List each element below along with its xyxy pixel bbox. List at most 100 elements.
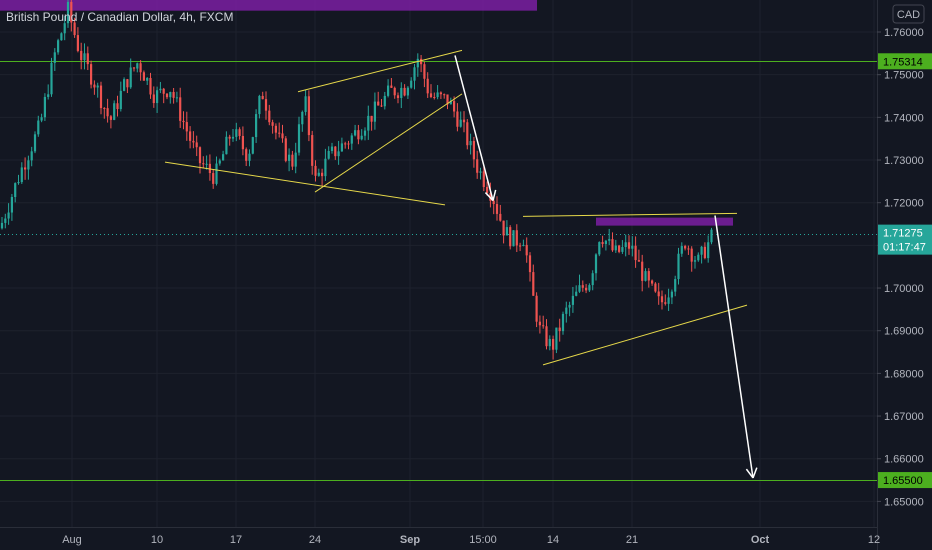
candle [538, 315, 541, 334]
candle [614, 239, 617, 253]
candle [142, 70, 145, 81]
candle-body [228, 136, 231, 139]
candle-body [387, 85, 390, 96]
currency-button[interactable]: CAD [892, 4, 925, 24]
time-axis[interactable]: Aug 10 17 24 Sep 15:00 14 21 Oct 12 [62, 534, 880, 546]
candle [106, 98, 109, 123]
price-tick-label: 1.65000 [884, 496, 924, 508]
candle [317, 168, 320, 177]
candle-body [175, 97, 178, 99]
candle [502, 220, 505, 244]
candle [169, 91, 172, 104]
candle-body [360, 135, 363, 140]
time-tick-label: 12 [868, 534, 880, 546]
candle-body [420, 58, 423, 65]
candle [363, 127, 367, 141]
price-tick-label: 1.75000 [884, 70, 924, 82]
candle [505, 220, 508, 236]
candle [90, 60, 93, 89]
candle-body [27, 160, 30, 170]
candle [697, 252, 700, 262]
candle [462, 111, 466, 133]
candle-body [522, 244, 525, 246]
candle-body [400, 87, 403, 98]
candle-body [486, 187, 489, 194]
candle [268, 104, 271, 126]
candle [344, 141, 347, 149]
candle [47, 84, 50, 100]
candle [515, 224, 518, 253]
candle [301, 110, 304, 132]
price-tick-label: 1.73000 [884, 155, 924, 167]
candle-body [482, 171, 485, 188]
candle [690, 246, 693, 272]
candle [466, 119, 469, 150]
candle [222, 150, 225, 161]
candle-body [146, 77, 149, 81]
candle [149, 72, 152, 99]
candle-body [327, 150, 330, 159]
candle [618, 244, 621, 254]
candle [499, 204, 502, 222]
candle [568, 301, 571, 317]
candle [212, 169, 215, 189]
candle [703, 242, 706, 260]
candle-body [542, 325, 545, 327]
current-price-tag: 1.71275 01:17:47 [878, 224, 932, 255]
candle [17, 174, 20, 185]
candle-body [340, 143, 343, 152]
candle-body [446, 94, 449, 105]
candle-body [466, 122, 469, 146]
candle-body [278, 132, 281, 134]
candle-body [152, 94, 155, 104]
candle-body [30, 151, 33, 161]
candle-body [119, 90, 122, 110]
candle-body [370, 115, 373, 122]
candle-body [667, 297, 670, 304]
candle-body [142, 72, 145, 81]
candle-body [690, 248, 693, 262]
trendline [314, 93, 463, 193]
candle [245, 147, 248, 167]
candle-body [495, 204, 499, 214]
candle-body [47, 94, 50, 97]
price-tags: 1.75314 1.65500 1.71275 01:17:47 [878, 53, 932, 489]
candle [357, 124, 360, 145]
candle-body [429, 93, 433, 98]
candle-body [350, 135, 353, 144]
candle-body [654, 283, 657, 292]
candle-body [17, 182, 20, 184]
candle [396, 92, 400, 104]
candle [667, 288, 670, 311]
candle-body [245, 149, 248, 161]
candle [24, 157, 27, 180]
candle-body [271, 122, 274, 126]
candle [291, 150, 294, 171]
candle-body [185, 122, 188, 132]
candle-body [561, 313, 565, 332]
arrow-shaft [714, 215, 754, 479]
candle [156, 86, 159, 113]
candle [657, 282, 660, 305]
candle [680, 242, 683, 257]
level-price-tag: 1.75314 [878, 53, 932, 70]
candle [241, 126, 244, 156]
candle [383, 91, 386, 110]
candle [43, 93, 46, 121]
price-tick-label: 1.72000 [884, 198, 924, 210]
arrow-head [492, 189, 497, 201]
candle [205, 155, 208, 170]
candle-body [449, 101, 452, 105]
candle-body [545, 326, 548, 347]
candle [195, 135, 198, 157]
horizontal-levels [0, 61, 877, 481]
candle [634, 236, 637, 268]
candles [0, 0, 713, 360]
candle-body [433, 97, 436, 99]
candle [578, 274, 581, 293]
candle [677, 247, 680, 285]
candle [324, 148, 327, 181]
supply-zone [596, 217, 733, 226]
candle [387, 79, 390, 98]
